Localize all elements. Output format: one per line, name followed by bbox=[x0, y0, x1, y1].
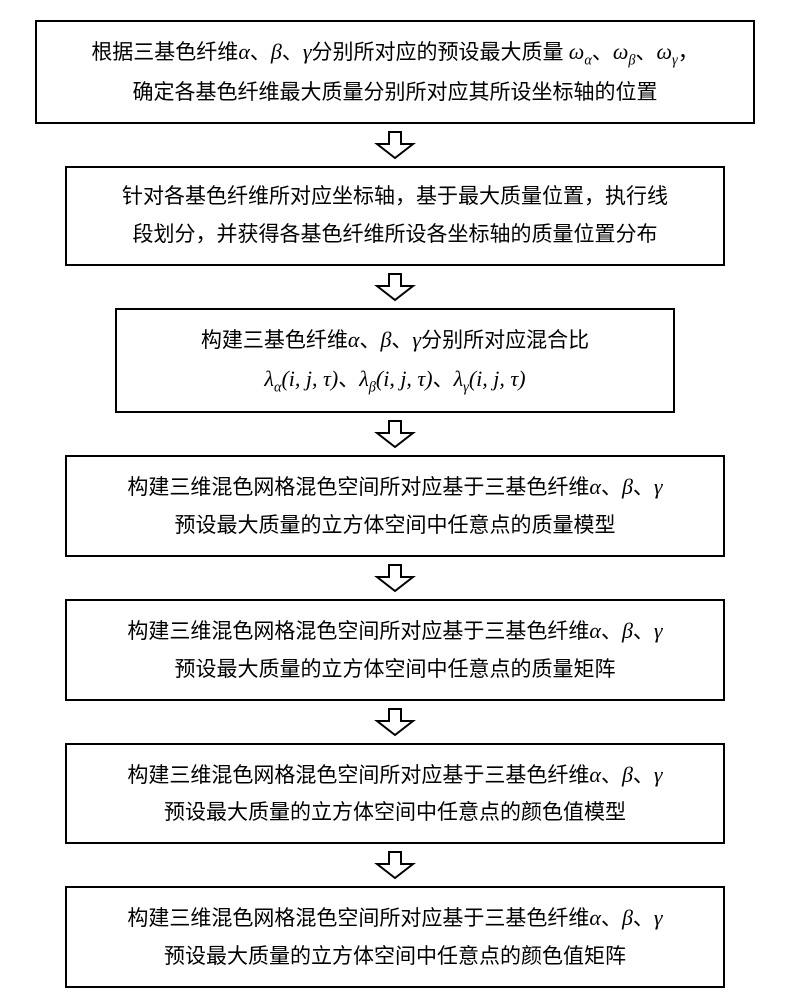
sym-beta: β bbox=[622, 762, 633, 787]
text: 根据三基色纤维 bbox=[91, 40, 238, 64]
arrow-icon bbox=[373, 563, 417, 593]
flow-node-7: 构建三维混色网格混色空间所对应基于三基色纤维α、β、γ 预设最大质量的立方体空间… bbox=[65, 886, 725, 988]
arrow-icon bbox=[373, 419, 417, 449]
flow-node-4: 构建三维混色网格混色空间所对应基于三基色纤维α、β、γ 预设最大质量的立方体空间… bbox=[65, 455, 725, 557]
text: 混色空间所对应基于三基色纤维 bbox=[295, 763, 589, 787]
text: 、 bbox=[391, 328, 412, 352]
text: 颜色值模型 bbox=[521, 800, 626, 824]
sym-alpha: α bbox=[589, 762, 601, 787]
node3-line2: λα(i, j, τ)、λβ(i, j, τ)、λγ(i, j, τ) bbox=[131, 359, 659, 401]
node4-line1: 构建三维混色网格混色空间所对应基于三基色纤维α、β、γ bbox=[81, 467, 709, 507]
node6-line1: 构建三维混色网格混色空间所对应基于三基色纤维α、β、γ bbox=[81, 755, 709, 795]
text: 预设最大质量的立方体空间中任意点的 bbox=[175, 513, 532, 537]
node2-line1: 针对各基色纤维所对应坐标轴，基于最大质量位置，执行线 bbox=[81, 178, 709, 216]
text: 质量矩阵 bbox=[532, 657, 616, 681]
text: 混色空间所对应基于三基色纤维 bbox=[295, 619, 589, 643]
text: 网格 bbox=[253, 763, 295, 787]
sym-gamma: γ bbox=[654, 618, 663, 643]
text: 、 bbox=[601, 475, 622, 499]
text: 预设最大质量的立方体空间中任意点的 bbox=[164, 944, 521, 968]
text: 预设最大质量的立方体空间中任意点的 bbox=[164, 800, 521, 824]
text: 、 bbox=[338, 367, 359, 391]
sym-beta: β bbox=[622, 618, 633, 643]
sym-gamma: γ bbox=[654, 474, 663, 499]
sym-beta: β bbox=[622, 905, 633, 930]
text: 、 bbox=[633, 763, 654, 787]
text: 、 bbox=[636, 40, 657, 64]
sym-alpha: α bbox=[348, 327, 360, 352]
text: 、 bbox=[282, 40, 303, 64]
sym-gamma: γ bbox=[654, 905, 663, 930]
sym-gamma: γ bbox=[412, 327, 421, 352]
sym-beta: β bbox=[271, 39, 282, 64]
sym-beta: β bbox=[380, 327, 391, 352]
text: 、 bbox=[592, 40, 613, 64]
lambda-gamma: λγ(i, j, τ) bbox=[454, 366, 526, 391]
text: 质量模型 bbox=[532, 513, 616, 537]
flow-node-3: 构建三基色纤维α、β、γ分别所对应混合比 λα(i, j, τ)、λβ(i, j… bbox=[115, 308, 675, 414]
text: 构建三基色纤维 bbox=[201, 328, 348, 352]
sym-beta: β bbox=[622, 474, 633, 499]
text: 、 bbox=[601, 619, 622, 643]
flow-node-6: 构建三维混色网格混色空间所对应基于三基色纤维α、β、γ 预设最大质量的立方体空间… bbox=[65, 743, 725, 845]
text: 分别所对应混合比 bbox=[421, 328, 589, 352]
omega-alpha: ωα bbox=[569, 39, 592, 64]
node1-line1: 根据三基色纤维α、β、γ分别所对应的预设最大质量 ωα、ωβ、ωγ， bbox=[51, 32, 739, 74]
text: ， bbox=[678, 40, 699, 64]
text: 构建三维混色 bbox=[127, 475, 253, 499]
node2-line2: 段划分，并获得各基色纤维所设各坐标轴的质量位置分布 bbox=[81, 216, 709, 254]
text: 网格 bbox=[253, 475, 295, 499]
sym-alpha: α bbox=[589, 618, 601, 643]
sym-alpha: α bbox=[589, 905, 601, 930]
text: 、 bbox=[633, 619, 654, 643]
node4-line2: 预设最大质量的立方体空间中任意点的质量模型 bbox=[81, 507, 709, 545]
arrow-icon bbox=[373, 272, 417, 302]
lambda-beta: λβ(i, j, τ) bbox=[359, 366, 432, 391]
text: 、 bbox=[633, 475, 654, 499]
flow-node-1: 根据三基色纤维α、β、γ分别所对应的预设最大质量 ωα、ωβ、ωγ， 确定各基色… bbox=[35, 20, 755, 124]
text: 颜色值矩阵 bbox=[521, 944, 626, 968]
flowchart: 根据三基色纤维α、β、γ分别所对应的预设最大质量 ωα、ωβ、ωγ， 确定各基色… bbox=[20, 20, 770, 988]
text: 、 bbox=[601, 763, 622, 787]
sym-gamma: γ bbox=[303, 39, 312, 64]
node7-line1: 构建三维混色网格混色空间所对应基于三基色纤维α、β、γ bbox=[81, 898, 709, 938]
lambda-alpha: λα(i, j, τ) bbox=[264, 366, 338, 391]
node7-line2: 预设最大质量的立方体空间中任意点的颜色值矩阵 bbox=[81, 938, 709, 976]
text: 混色空间所对应基于三基色纤维 bbox=[295, 906, 589, 930]
sym-alpha: α bbox=[589, 474, 601, 499]
omega-gamma: ωγ bbox=[657, 39, 678, 64]
node3-line1: 构建三基色纤维α、β、γ分别所对应混合比 bbox=[131, 320, 659, 360]
text: 、 bbox=[633, 906, 654, 930]
node5-line2: 预设最大质量的立方体空间中任意点的质量矩阵 bbox=[81, 651, 709, 689]
text: 混色空间所对应基于三基色纤维 bbox=[295, 475, 589, 499]
text: 、 bbox=[433, 367, 454, 391]
text: 预设最大质量的立方体空间中任意点的 bbox=[175, 657, 532, 681]
text: 网格 bbox=[253, 906, 295, 930]
text: 构建三维混色 bbox=[127, 619, 253, 643]
text: 分别所对应的预设最大质量 bbox=[312, 40, 564, 64]
text: 、 bbox=[359, 328, 380, 352]
text: 、 bbox=[601, 906, 622, 930]
node1-line2: 确定各基色纤维最大质量分别所对应其所设坐标轴的位置 bbox=[51, 74, 739, 112]
text: 网格 bbox=[253, 619, 295, 643]
node5-line1: 构建三维混色网格混色空间所对应基于三基色纤维α、β、γ bbox=[81, 611, 709, 651]
text: 构建三维混色 bbox=[127, 906, 253, 930]
arrow-icon bbox=[373, 707, 417, 737]
node6-line2: 预设最大质量的立方体空间中任意点的颜色值模型 bbox=[81, 794, 709, 832]
text: 、 bbox=[250, 40, 271, 64]
flow-node-5: 构建三维混色网格混色空间所对应基于三基色纤维α、β、γ 预设最大质量的立方体空间… bbox=[65, 599, 725, 701]
arrow-icon bbox=[373, 850, 417, 880]
sym-alpha: α bbox=[238, 39, 250, 64]
sym-gamma: γ bbox=[654, 762, 663, 787]
text: 构建三维混色 bbox=[127, 763, 253, 787]
arrow-icon bbox=[373, 130, 417, 160]
flow-node-2: 针对各基色纤维所对应坐标轴，基于最大质量位置，执行线 段划分，并获得各基色纤维所… bbox=[65, 166, 725, 266]
omega-beta: ωβ bbox=[613, 39, 636, 64]
